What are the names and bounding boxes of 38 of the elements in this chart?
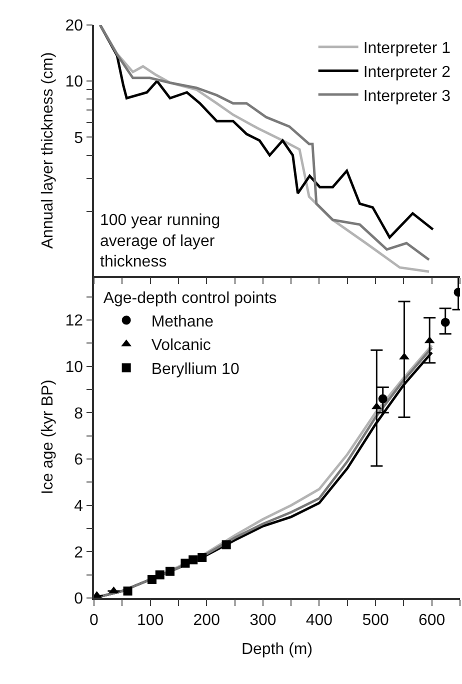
x-tick-label: 600 (418, 612, 446, 629)
y-tick-label: 5 (74, 130, 84, 147)
point (378, 394, 388, 404)
legend-label: Interpreter 1 (363, 40, 451, 58)
x-tick-label: 200 (193, 612, 220, 629)
legend-label: Interpreter 2 (363, 64, 451, 81)
y-tick-label: 10 (65, 358, 84, 376)
x-tick-label: 0 (90, 612, 99, 629)
legend-label: Beryllium 10 (151, 360, 240, 378)
y-tick-label: 2 (74, 544, 84, 562)
x-tick-label: 300 (250, 612, 276, 629)
point (198, 552, 207, 562)
legend-title: Age-depth control points (103, 290, 277, 308)
y-tick-label: 8 (74, 405, 84, 422)
y-tick-label: 10 (65, 74, 84, 91)
y-axis-title: Annual layer thickness (cm) (40, 52, 57, 249)
point (155, 570, 164, 580)
y-tick-label: 20 (65, 18, 84, 35)
x-tick-label: 400 (306, 612, 333, 629)
x-axis-title: Depth (m) (241, 641, 313, 658)
annotation: 100 year running average of layer thickness (100, 212, 220, 271)
y-tick-label: 0 (74, 590, 84, 608)
point (180, 558, 190, 568)
y-tick-label: 12 (65, 312, 84, 330)
legend-label: Interpreter 3 (363, 88, 451, 105)
point (440, 318, 450, 327)
x-tick-label: 500 (362, 612, 389, 629)
legend-label: Methane (151, 313, 214, 330)
y-tick-label: 4 (74, 498, 84, 515)
point (148, 574, 156, 584)
y-axis-title: Ice age (kyr BP) (40, 380, 57, 494)
point (166, 566, 175, 576)
y-tick-label: 6 (74, 452, 84, 469)
point (222, 540, 231, 550)
point (188, 555, 198, 564)
x-tick-label: 100 (136, 612, 164, 629)
point (123, 586, 132, 596)
legend-label: Volcanic (151, 337, 211, 354)
